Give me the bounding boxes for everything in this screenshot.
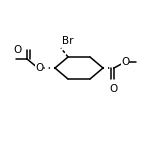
Text: O: O [14, 45, 22, 55]
Text: O: O [35, 63, 43, 73]
Text: O: O [110, 84, 118, 94]
Text: O: O [121, 57, 129, 67]
Text: Br: Br [62, 36, 74, 46]
